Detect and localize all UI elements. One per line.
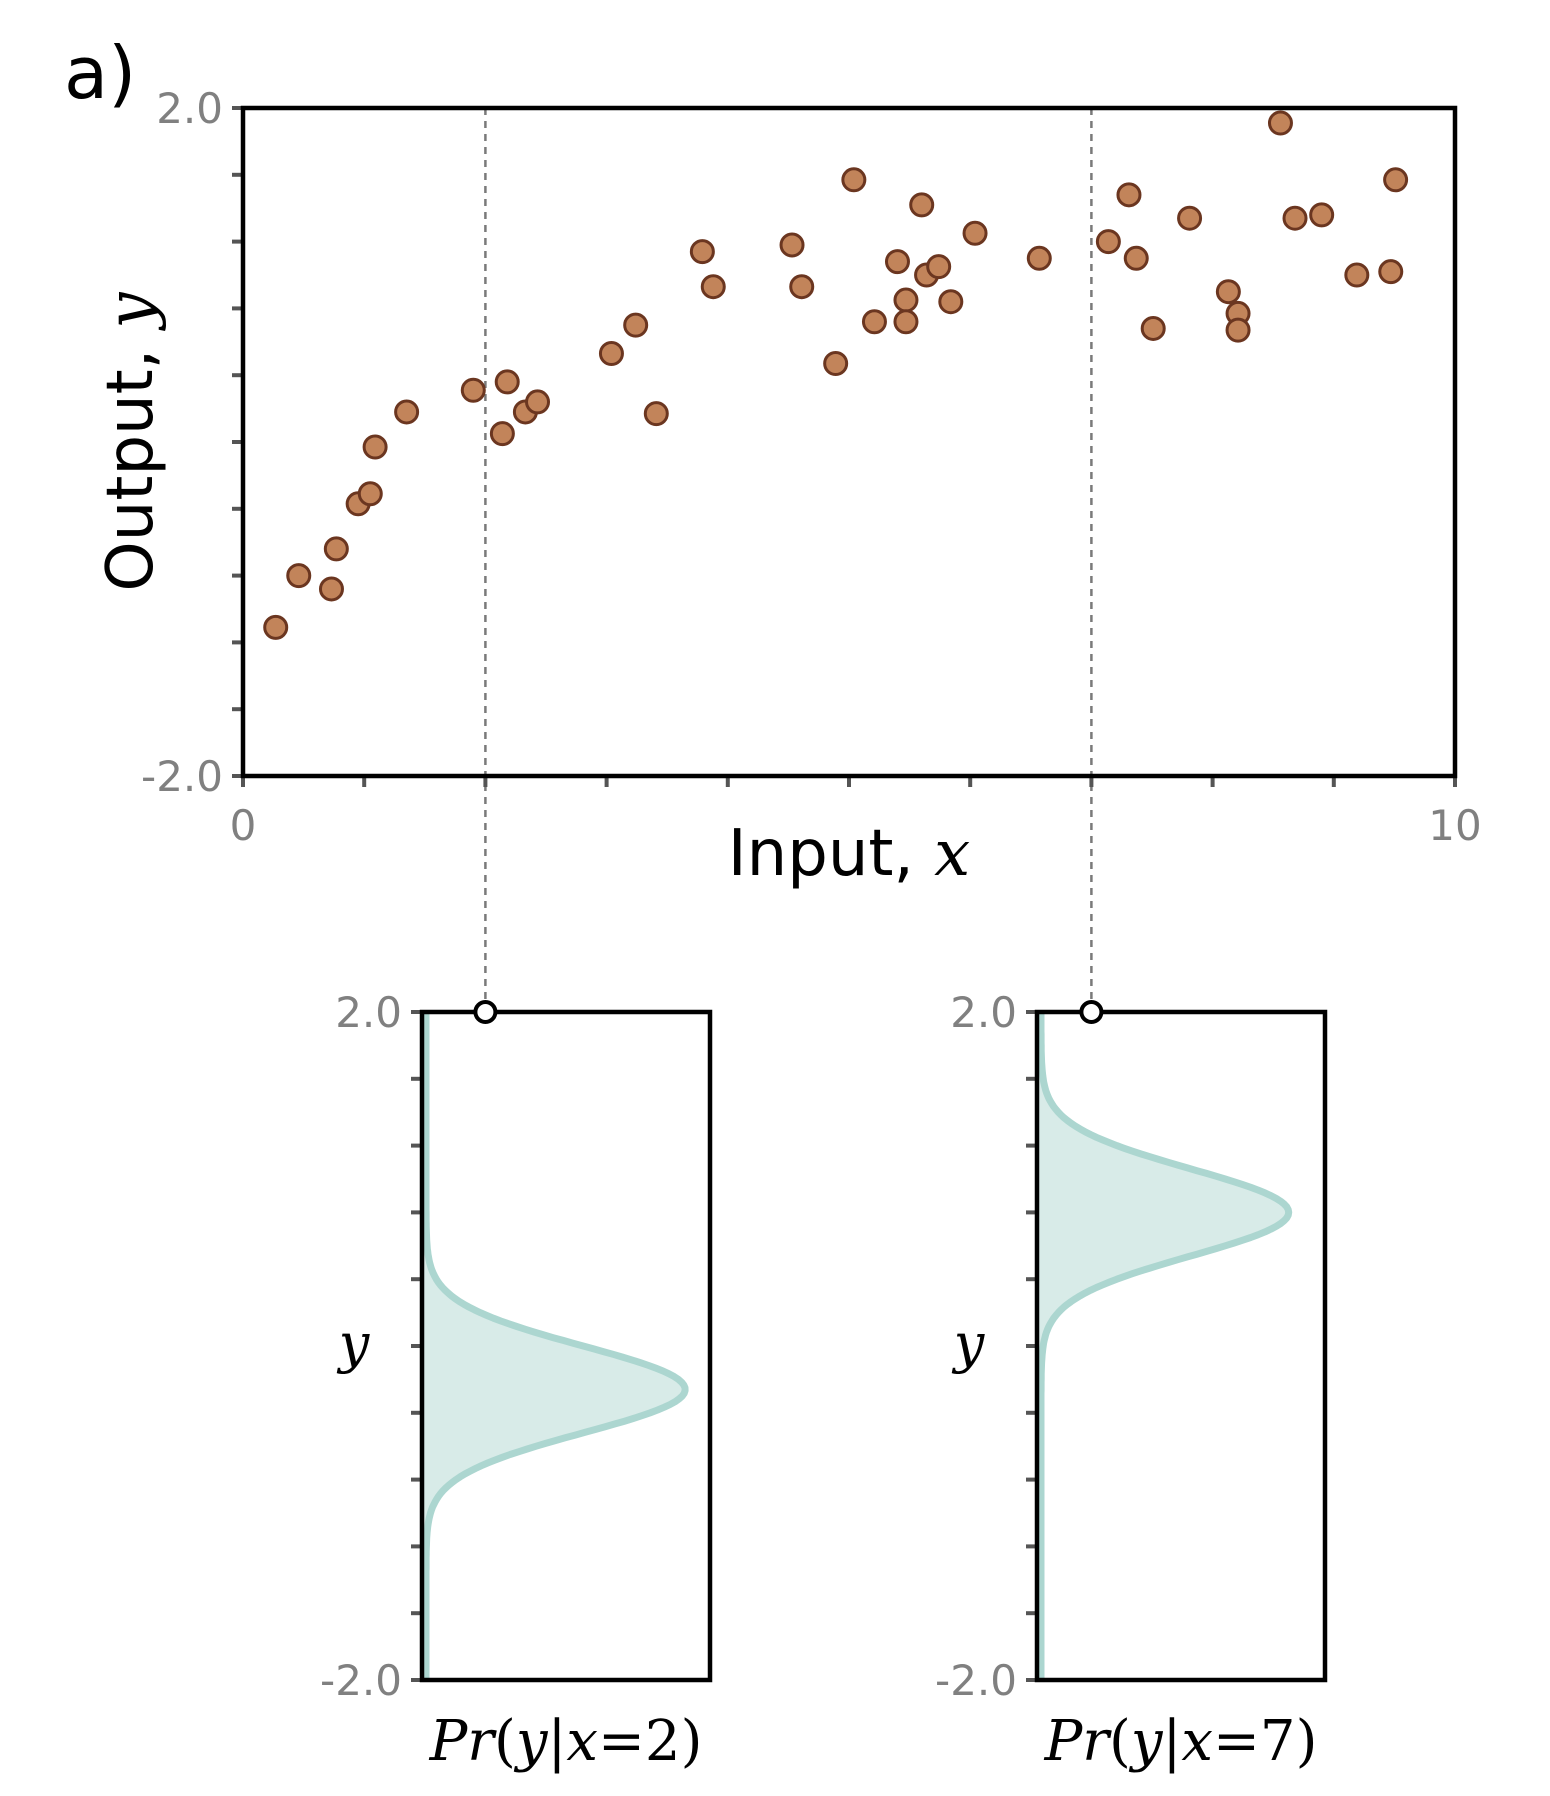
dist-plot-frame: [419, 1009, 713, 1683]
data-point: [1378, 259, 1404, 285]
main-plot-frame: [240, 105, 1458, 779]
main-scatter-chart: 2.0 -2.00 10 Input, x Output, y: [94, 84, 1482, 1012]
dist-title-part: Pr: [1044, 1709, 1113, 1774]
data-point: [1177, 205, 1203, 231]
data-point: [893, 309, 919, 335]
data-point: [1309, 202, 1335, 228]
dist-axis-label: y: [337, 1312, 371, 1375]
data-point: [489, 421, 515, 447]
data-point: [460, 377, 486, 403]
dist-title-part: |: [1163, 1709, 1182, 1774]
data-point: [926, 254, 952, 280]
data-point: [1116, 182, 1142, 208]
dist-title-part: y: [513, 1709, 549, 1774]
dist-title-part: y: [1128, 1709, 1164, 1774]
data-point: [1225, 317, 1251, 343]
dist-title-part: 2: [645, 1709, 681, 1774]
density-curve: [422, 1011, 689, 1681]
data-point: [909, 192, 935, 218]
data-point: [1282, 205, 1308, 231]
data-point: [494, 369, 520, 395]
data-point: [357, 481, 383, 507]
dist-title-part: =: [598, 1709, 645, 1774]
x-axis-label: Input, x: [728, 817, 971, 891]
data-point: [643, 401, 669, 427]
data-point: [623, 312, 649, 338]
dist-axis-label: y: [952, 1312, 986, 1375]
data-point: [1026, 245, 1052, 271]
y-axis-label: Output, y: [94, 292, 168, 592]
data-point: [861, 309, 887, 335]
panel-label: a): [64, 31, 136, 115]
dist-plot-frame: [1034, 1009, 1328, 1683]
data-point: [1123, 245, 1149, 271]
data-point: [841, 167, 867, 193]
dist-title-part: |: [548, 1709, 567, 1774]
y-tick-label: 2.0: [156, 84, 223, 133]
data-point: [893, 287, 919, 313]
dist-y-tick-label: -2.0: [320, 1656, 402, 1705]
data-point: [1267, 110, 1293, 136]
dist-y-tick-label: -2.0: [935, 1656, 1017, 1705]
dist-title: Pr(y|x=7): [1044, 1709, 1318, 1774]
x-tick-label: 0: [230, 801, 257, 850]
data-point: [823, 351, 849, 377]
data-point: [1215, 279, 1241, 305]
data-point: [362, 434, 388, 460]
data-point: [263, 614, 289, 640]
data-point: [789, 274, 815, 300]
dist-title-part: x: [1181, 1709, 1213, 1774]
dist-title-part: x: [566, 1709, 598, 1774]
data-point: [1344, 262, 1370, 288]
data-point: [700, 274, 726, 300]
density-curve: [1037, 1011, 1293, 1681]
y-axis-label-text: Output,: [94, 329, 168, 592]
dist-title-part: =: [1213, 1709, 1260, 1774]
y-tick-label: -2.0: [141, 752, 223, 801]
condition-marker: [473, 1000, 498, 1024]
data-point: [1383, 167, 1409, 193]
condition-marker: [1079, 1000, 1104, 1024]
dist-y-tick-label: 2.0: [335, 988, 402, 1037]
y-axis-label-var: y: [94, 292, 168, 332]
data-point: [1095, 229, 1121, 255]
x-axis-label-var: x: [934, 817, 970, 891]
data-point: [394, 399, 420, 425]
data-point: [962, 220, 988, 246]
dist-title-part: (: [494, 1709, 516, 1774]
data-point: [938, 289, 964, 315]
x-axis-label-text: Input,: [728, 817, 934, 891]
data-point: [318, 576, 344, 602]
dist-title-part: (: [1109, 1709, 1131, 1774]
data-point: [884, 249, 910, 275]
data-point: [779, 232, 805, 258]
density-area: [1037, 1012, 1289, 1680]
dist-title-part: ): [1296, 1709, 1318, 1774]
data-point: [689, 239, 715, 265]
dist-title-part: 7: [1260, 1709, 1296, 1774]
dist-title-part: ): [681, 1709, 703, 1774]
dist-title-part: Pr: [429, 1709, 498, 1774]
dist-y-tick-label: 2.0: [950, 988, 1017, 1037]
dist-title: Pr(y|x=2): [429, 1709, 703, 1774]
x-tick-label: 10: [1428, 801, 1481, 850]
data-point: [525, 389, 551, 415]
data-point: [323, 536, 349, 562]
data-point: [1140, 315, 1166, 341]
data-point: [286, 563, 312, 589]
density-area: [422, 1012, 686, 1680]
data-point: [598, 340, 624, 366]
